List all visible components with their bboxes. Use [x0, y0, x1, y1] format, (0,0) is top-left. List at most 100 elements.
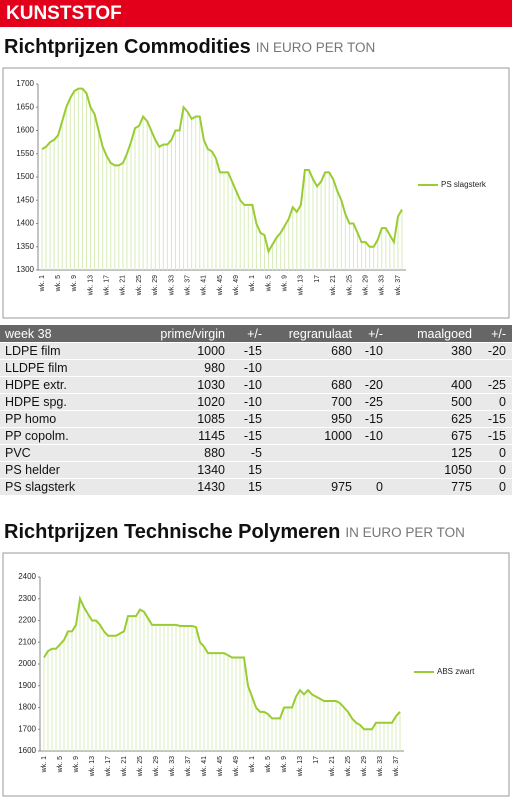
x-tick-label: wk. 1: [39, 275, 46, 292]
table-cell: 980: [204, 361, 225, 375]
table-cell: LLDPE film: [5, 361, 68, 375]
table-cell: 1430: [197, 480, 225, 494]
header-title: KUNSTSTOF: [6, 3, 122, 24]
y-tick-label: 2100: [18, 637, 36, 646]
table-cell: -25: [365, 395, 383, 409]
legend-label: ABS zwart: [437, 667, 475, 676]
table-cell: 1020: [197, 395, 225, 409]
table-header-cell: regranulaat: [289, 327, 353, 341]
table-cell: -5: [251, 446, 262, 460]
y-tick-label: 1800: [18, 703, 36, 712]
table-row-bg: [0, 360, 512, 376]
x-tick-label: wk. 9: [282, 275, 289, 292]
legend-label: PS slagsterk: [441, 180, 487, 189]
x-tick-label: wk. 9: [73, 756, 80, 773]
table-row-bg: [0, 394, 512, 410]
x-tick-label: wk. 25: [346, 275, 353, 296]
table-cell: HDPE spg.: [5, 395, 67, 409]
title-text: Richtprijzen Commodities: [4, 36, 251, 58]
x-tick-label: wk. 45: [217, 275, 224, 296]
x-tick-label: wk. 45: [217, 756, 224, 777]
table-cell: -15: [488, 429, 506, 443]
table-cell: -25: [488, 378, 506, 392]
y-tick-label: 1600: [18, 746, 36, 755]
y-tick-label: 1300: [16, 265, 34, 274]
x-tick-label: wk. 13: [87, 275, 94, 296]
title-text: Richtprijzen Technische Polymeren: [4, 521, 340, 543]
table-cell: -20: [488, 344, 506, 358]
y-tick-label: 1650: [16, 102, 34, 111]
table-header-cell: +/-: [368, 327, 383, 341]
x-tick-label: wk. 37: [185, 756, 192, 777]
y-tick-label: 2000: [18, 659, 36, 668]
table-cell: PVC: [5, 446, 31, 460]
table-cell: LDPE film: [5, 344, 61, 358]
table-header-cell: prime/virgin: [160, 327, 225, 341]
x-tick-label: wk. 37: [393, 756, 400, 777]
table-cell: 15: [248, 463, 262, 477]
y-tick-label: 1700: [18, 724, 36, 733]
table-cell: 0: [499, 395, 506, 409]
table-header-cell: maalgoed: [417, 327, 472, 341]
table-cell: 1000: [324, 429, 352, 443]
table-cell: PS helder: [5, 463, 60, 477]
x-tick-label: wk. 49: [233, 275, 240, 296]
table-row-bg: [0, 411, 512, 427]
x-tick-label: wk. 9: [281, 756, 288, 773]
table-cell: 15: [248, 480, 262, 494]
table-cell: -15: [244, 429, 262, 443]
table-cell: 500: [451, 395, 472, 409]
table-cell: 775: [451, 480, 472, 494]
x-tick-label: 17: [313, 756, 320, 764]
table-row-bg: [0, 462, 512, 478]
table-cell: 1050: [444, 463, 472, 477]
table-cell: -10: [365, 429, 383, 443]
table-cell: 700: [331, 395, 352, 409]
y-tick-label: 1700: [16, 79, 34, 88]
x-tick-label: wk. 33: [377, 756, 384, 777]
table-cell: 400: [451, 378, 472, 392]
x-tick-label: wk. 1: [41, 756, 48, 773]
table-cell: 680: [331, 344, 352, 358]
table-cell: HDPE extr.: [5, 378, 67, 392]
x-tick-label: wk. 33: [379, 275, 386, 296]
x-tick-label: wk. 5: [57, 756, 64, 773]
x-tick-label: wk. 13: [297, 756, 304, 777]
table-row-bg: [0, 343, 512, 359]
chart-frame: [2, 67, 510, 319]
series-line: [43, 595, 401, 731]
x-tick-label: wk. 9: [71, 275, 78, 292]
table-cell: 0: [499, 446, 506, 460]
table-header-cell: +/-: [491, 327, 506, 341]
x-tick-label: wk. 41: [201, 275, 208, 296]
x-tick-label: wk. 1: [249, 756, 256, 773]
table-cell: 625: [451, 412, 472, 426]
y-tick-label: 2300: [18, 594, 36, 603]
y-tick-label: 1550: [16, 149, 34, 158]
series-line: [41, 87, 403, 255]
table-header-cell: +/-: [247, 327, 262, 341]
x-tick-label: wk. 49: [233, 756, 240, 777]
table-cell: 1145: [198, 429, 225, 443]
x-tick-label: wk. 25: [137, 756, 144, 777]
y-tick-label: 1450: [16, 195, 34, 204]
table-cell: -15: [244, 412, 262, 426]
x-tick-label: wk. 5: [265, 756, 272, 773]
x-tick-label: wk. 21: [329, 756, 336, 777]
x-tick-label: wk. 37: [395, 275, 402, 296]
x-tick-label: wk. 21: [330, 275, 337, 296]
table-cell: 1000: [197, 344, 225, 358]
x-tick-label: wk. 5: [265, 275, 272, 292]
x-tick-label: wk. 41: [201, 756, 208, 777]
table-cell: 950: [331, 412, 352, 426]
table-cell: 1085: [197, 412, 225, 426]
section-title: Richtprijzen Commodities IN EURO PER TON: [4, 36, 375, 58]
x-tick-label: wk. 29: [152, 275, 159, 296]
unit-text: IN EURO PER TON: [256, 40, 376, 55]
table-cell: 1340: [197, 463, 225, 477]
table-row-bg: [0, 479, 512, 495]
table-cell: 0: [499, 463, 506, 477]
table-cell: -10: [244, 361, 262, 375]
